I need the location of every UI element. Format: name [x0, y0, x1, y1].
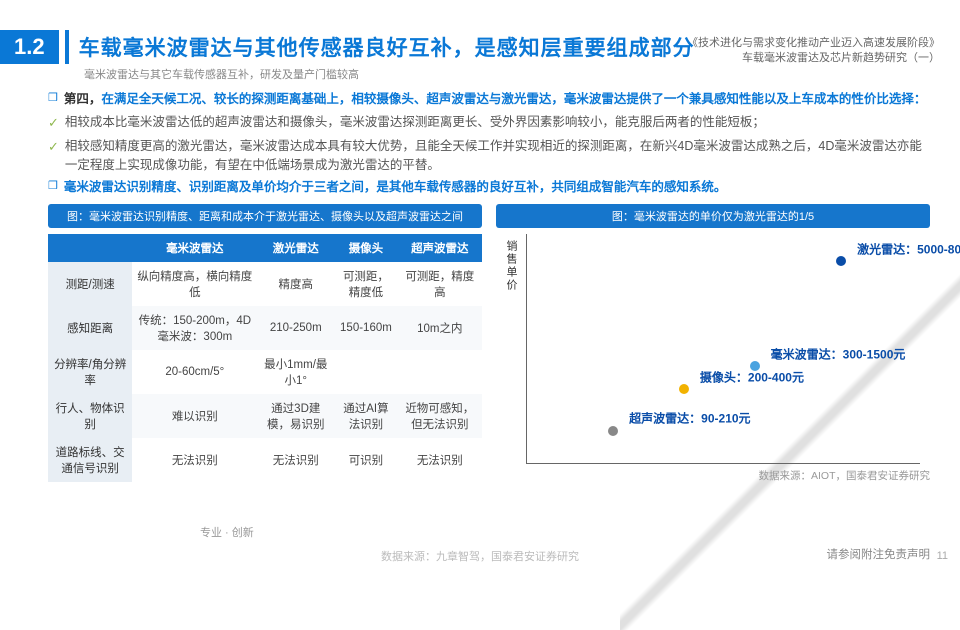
scatter-chart: 销售单价 激光雷达：5000-8000元毫米波雷达：300-1500元摄像头：2… [526, 234, 920, 464]
table-cell: 纵向精度高，横向精度低 [132, 262, 257, 306]
table-cell: 210-250m [257, 306, 334, 350]
table-header: 摄像头 [334, 234, 397, 262]
table-cell: 无法识别 [132, 438, 257, 482]
disclaimer: 请参阅附注免责声明 [827, 546, 931, 562]
table-cell: 可测距，精度高 [398, 262, 482, 306]
section-subtitle: 毫米波雷达与其它车载传感器互补，研发及量产门槛较高 [84, 66, 960, 82]
row-header: 分辨率/角分辨率 [48, 350, 132, 394]
sub-bullet-1: ✓ 相较成本比毫米波雷达低的超声波雷达和摄像头，毫米波雷达探测距离更长、受外界因… [48, 113, 930, 133]
chart-label-摄像头: 摄像头：200-400元 [700, 368, 804, 385]
table-caption: 图：毫米波雷达识别精度、距离和成本介于激光雷达、摄像头以及超声波雷达之间 [48, 204, 482, 228]
chart-label-毫米波雷达: 毫米波雷达：300-1500元 [771, 346, 906, 363]
row-header: 道路标线、交通信号识别 [48, 438, 132, 482]
page-number: 11 [937, 550, 948, 562]
square-bullet-icon: ❒ [48, 178, 58, 195]
table-header: 超声波雷达 [398, 234, 482, 262]
bullet-1-text: 在满足全天候工况、较长的探测距离基础上，相较摄像头、超声波雷达与激光雷达，毫米波… [101, 92, 926, 106]
header-line2: 车载毫米波雷达及芯片新趋势研究（一） [687, 51, 940, 66]
content-area: ❒ 第四，在满足全天候工况、较长的探测距离基础上，相较摄像头、超声波雷达与激光雷… [0, 82, 960, 483]
chart-point-超声波雷达 [608, 426, 618, 436]
table-column: 图：毫米波雷达识别精度、距离和成本介于激光雷达、摄像头以及超声波雷达之间 毫米波… [48, 204, 482, 483]
section-title: 车载毫米波雷达与其他传感器良好互补，是感知层重要组成部分 [79, 32, 695, 62]
chart-source: 数据来源：AIOT，国泰君安证券研究 [496, 468, 930, 483]
table-source: 数据来源：九章智驾，国泰君安证券研究 [381, 548, 579, 564]
table-cell: 近物可感知，但无法识别 [398, 394, 482, 438]
two-column-area: 图：毫米波雷达识别精度、距离和成本介于激光雷达、摄像头以及超声波雷达之间 毫米波… [48, 204, 930, 483]
table-cell: 难以识别 [132, 394, 257, 438]
sub-bullet-1-text: 相较成本比毫米波雷达低的超声波雷达和摄像头，毫米波雷达探测距离更长、受外界因素影… [65, 113, 765, 132]
chart-label-激光雷达: 激光雷达：5000-8000元 [857, 240, 960, 257]
table-cell: 通过AI算法识别 [334, 394, 397, 438]
table-cell: 150-160m [334, 306, 397, 350]
chart-point-激光雷达 [836, 256, 846, 266]
section-divider [65, 30, 69, 64]
header-line1: 《技术进化与需求变化推动产业迈入高速发展阶段》 [687, 36, 940, 51]
row-header: 感知距离 [48, 306, 132, 350]
row-header: 行人、物体识别 [48, 394, 132, 438]
table-cell: 最小1mm/最小1° [257, 350, 334, 394]
table-cell: 可识别 [334, 438, 397, 482]
table-header: 毫米波雷达 [132, 234, 257, 262]
table-cell [334, 350, 397, 394]
table-header: 激光雷达 [257, 234, 334, 262]
bullet-1-prefix: 第四， [64, 92, 102, 106]
table-cell: 传统：150-200m，4D毫米波：300m [132, 306, 257, 350]
bullet-1: ❒ 第四，在满足全天候工况、较长的探测距离基础上，相较摄像头、超声波雷达与激光雷… [48, 90, 930, 109]
table-cell: 10m之内 [398, 306, 482, 350]
footer-tagline: 专业 · 创新 [200, 524, 254, 540]
table-header [48, 234, 132, 262]
bullet-2: ❒ 毫米波雷达识别精度、识别距离及单价均介于三者之间，是其他车载传感器的良好互补… [48, 178, 930, 197]
row-header: 测距/测速 [48, 262, 132, 306]
chart-caption: 图：毫米波雷达的单价仅为激光雷达的1/5 [496, 204, 930, 228]
bullet-2-text: 毫米波雷达识别精度、识别距离及单价均介于三者之间，是其他车载传感器的良好互补，共… [64, 178, 727, 197]
table-cell: 无法识别 [257, 438, 334, 482]
table-cell: 精度高 [257, 262, 334, 306]
table-cell [398, 350, 482, 394]
chart-ylabel: 销售单价 [503, 240, 519, 292]
square-bullet-icon: ❒ [48, 90, 58, 107]
doc-header: 《技术进化与需求变化推动产业迈入高速发展阶段》 车载毫米波雷达及芯片新趋势研究（… [687, 36, 940, 67]
chart-column: 图：毫米波雷达的单价仅为激光雷达的1/5 销售单价 激光雷达：5000-8000… [496, 204, 930, 483]
section-number: 1.2 [0, 30, 59, 64]
table-cell: 通过3D建模，易识别 [257, 394, 334, 438]
chart-point-摄像头 [679, 384, 689, 394]
sub-bullet-2: ✓ 相较感知精度更高的激光雷达，毫米波雷达成本具有较大优势，且能全天候工作并实现… [48, 137, 930, 176]
check-icon: ✓ [48, 137, 59, 157]
table-cell: 20-60cm/5° [132, 350, 257, 394]
table-cell: 可测距，精度低 [334, 262, 397, 306]
check-icon: ✓ [48, 113, 59, 133]
comparison-table: 毫米波雷达激光雷达摄像头超声波雷达 测距/测速纵向精度高，横向精度低精度高可测距… [48, 234, 482, 482]
sub-bullet-2-text: 相较感知精度更高的激光雷达，毫米波雷达成本具有较大优势，且能全天候工作并实现相近… [65, 137, 930, 176]
table-cell: 无法识别 [398, 438, 482, 482]
chart-label-超声波雷达: 超声波雷达：90-210元 [629, 410, 750, 427]
